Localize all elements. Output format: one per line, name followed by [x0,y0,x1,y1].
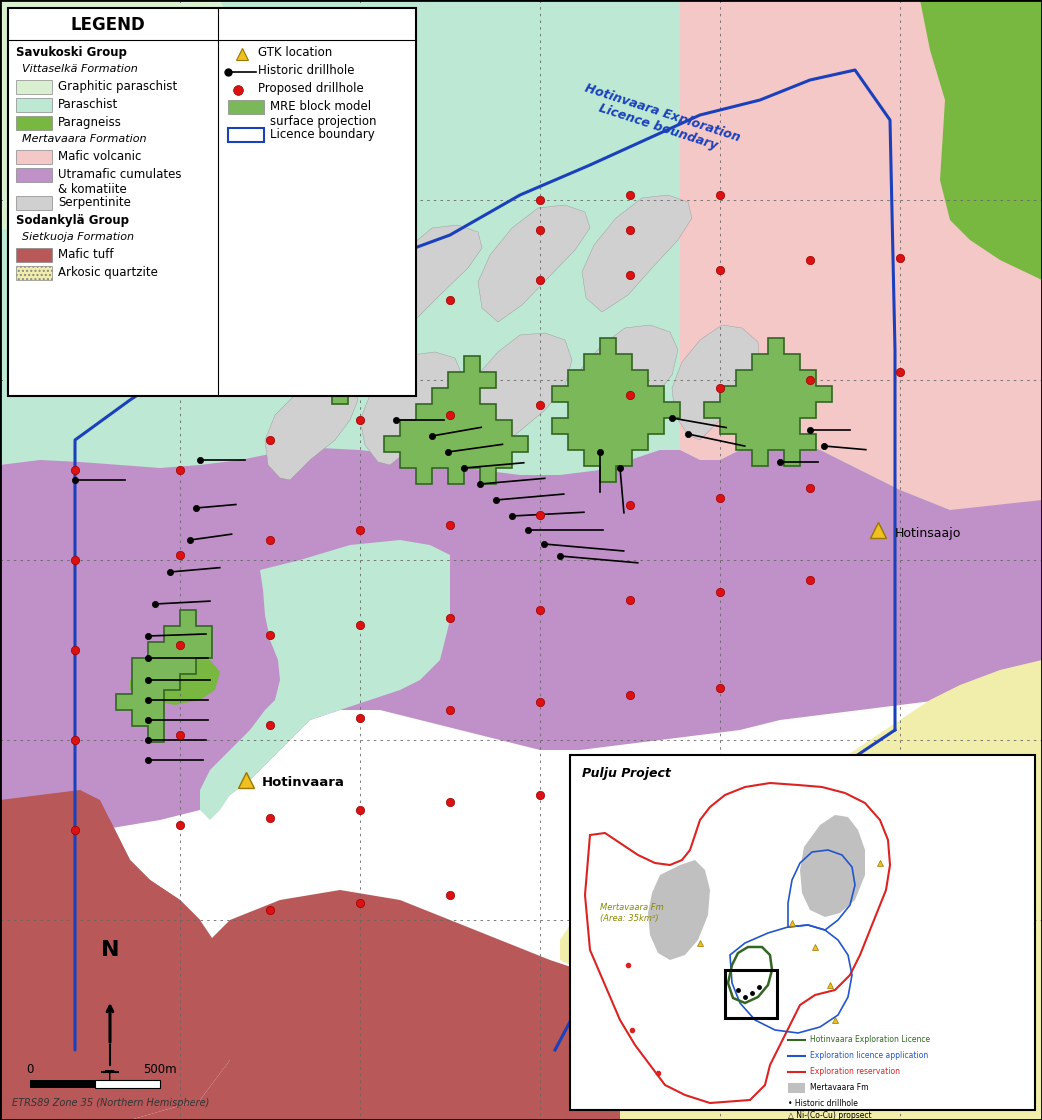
Polygon shape [648,860,710,960]
Polygon shape [284,308,396,404]
Text: T: T [105,1070,115,1085]
Bar [16,168,52,181]
Text: Utramafic cumulates
& komatiite: Utramafic cumulates & komatiite [58,168,181,196]
Text: GTK location: GTK location [258,46,332,59]
Polygon shape [462,333,572,455]
Bar [95,1080,160,1088]
Text: Hotinsaajo: Hotinsaajo [895,526,962,540]
Polygon shape [130,890,620,1120]
Text: Exploration licence application: Exploration licence application [810,1051,928,1060]
Bar [16,248,52,262]
Polygon shape [672,325,760,440]
Text: Licence boundary: Licence boundary [270,128,375,141]
Text: Mafic tuff: Mafic tuff [58,248,114,261]
Bar [228,100,264,114]
Bar [8,8,416,396]
Polygon shape [272,248,375,355]
Bar [30,1080,95,1088]
Text: Graphitic paraschist: Graphitic paraschist [58,80,177,93]
Text: Mertavaara Formation: Mertavaara Formation [22,134,147,144]
Polygon shape [560,500,1042,1120]
Text: Hotinvaara Exploration Licence: Hotinvaara Exploration Licence [810,1035,931,1044]
Polygon shape [130,659,220,704]
Polygon shape [116,610,212,743]
Bar [725,970,777,1018]
Bar [16,267,52,280]
Polygon shape [478,205,590,323]
Text: Mafic volcanic: Mafic volcanic [58,150,142,164]
Text: Pulju Project: Pulju Project [582,767,671,780]
Polygon shape [920,0,1042,280]
Bar [16,80,52,94]
Text: N: N [101,940,119,960]
Polygon shape [0,380,240,1120]
Text: Vittaselkä Formation: Vittaselkä Formation [22,64,138,74]
Bar [788,1083,805,1093]
Bar [16,116,52,130]
Polygon shape [265,379,358,480]
Text: Sodankylä Group: Sodankylä Group [16,214,129,227]
Text: Sietkuoja Formation: Sietkuoja Formation [22,232,134,242]
Text: MRE block model
surface projection: MRE block model surface projection [270,100,376,128]
Polygon shape [704,338,832,466]
Text: ETRS89 Zone 35 (Northern Hemisphere): ETRS89 Zone 35 (Northern Hemisphere) [13,1098,209,1108]
Text: Mertavaara Fm: Mertavaara Fm [810,1083,868,1092]
Text: 0: 0 [26,1063,33,1076]
Polygon shape [384,356,528,484]
Polygon shape [800,815,865,917]
Bar [16,99,52,112]
Bar [570,755,1035,1110]
Text: Exploration reservation: Exploration reservation [810,1067,900,1076]
Polygon shape [348,242,396,290]
Text: Proposed drillhole: Proposed drillhole [258,82,364,95]
Polygon shape [0,0,260,230]
Text: Mertavaara Fm
(Area: 35km²): Mertavaara Fm (Area: 35km²) [600,904,664,923]
Text: Savukoski Group: Savukoski Group [16,46,127,59]
Polygon shape [0,0,1042,590]
Text: Arkosic quartzite: Arkosic quartzite [58,267,158,279]
Polygon shape [375,225,482,335]
Bar [16,150,52,164]
Text: 500m: 500m [143,1063,177,1076]
Text: Paraschist: Paraschist [58,99,118,111]
Polygon shape [552,338,680,482]
Polygon shape [359,352,462,465]
Text: Hotinvaara: Hotinvaara [262,776,345,790]
Text: △ Ni-(Co-Cu) propsect: △ Ni-(Co-Cu) propsect [788,1111,871,1120]
Polygon shape [582,195,692,312]
Text: Hotinvaara Exploration
Licence boundary: Hotinvaara Exploration Licence boundary [578,82,742,158]
Text: • Historic drillhole: • Historic drillhole [788,1099,858,1108]
Bar [228,128,264,142]
Text: Paragneiss: Paragneiss [58,116,122,129]
Polygon shape [200,540,450,820]
Text: LEGEND: LEGEND [71,16,146,34]
Polygon shape [568,325,678,445]
Polygon shape [680,0,1042,520]
Text: Historic drillhole: Historic drillhole [258,64,354,77]
Polygon shape [0,400,1042,830]
Polygon shape [0,750,200,970]
Text: MRE block
model projected
to surface: MRE block model projected to surface [250,262,366,305]
Text: Serpentinite: Serpentinite [58,196,131,209]
Bar [16,196,52,211]
